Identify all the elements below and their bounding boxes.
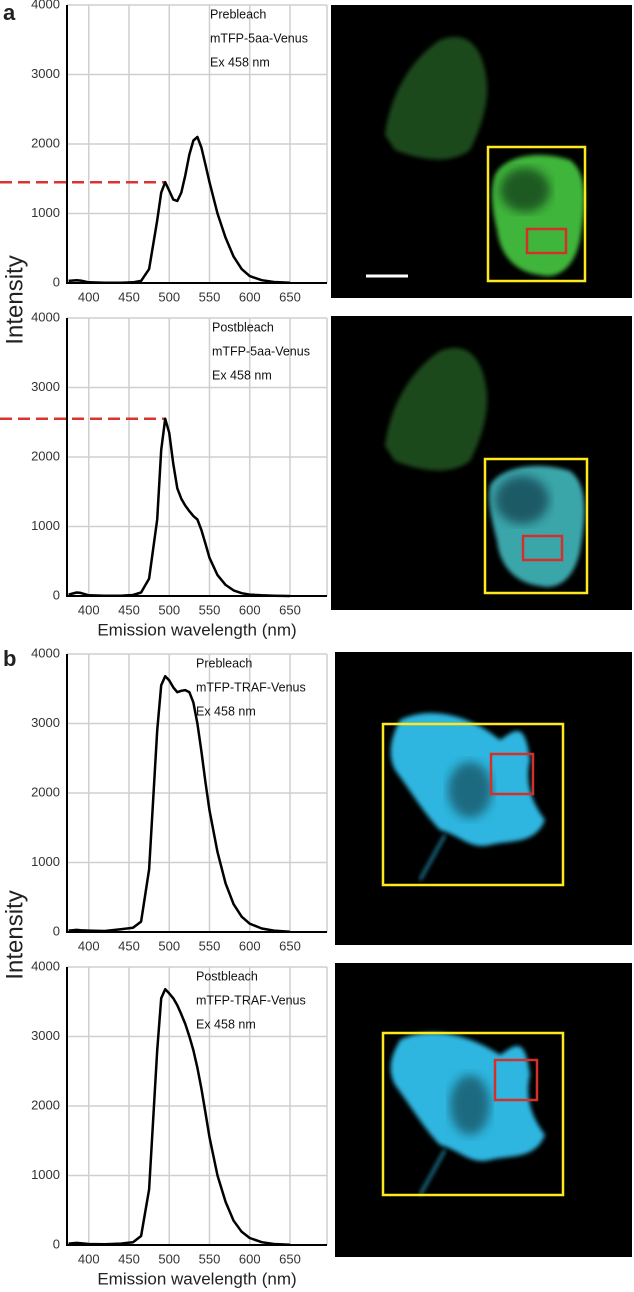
panel-label: b	[3, 646, 16, 671]
panel-label: a	[3, 0, 16, 25]
y-tick-label: 1000	[31, 518, 60, 533]
x-tick-label: 450	[118, 602, 140, 617]
y-axis-label: Intensity	[1, 255, 28, 344]
y-tick-label: 2000	[31, 448, 60, 463]
spectrum-line	[68, 674, 291, 933]
y-tick-label: 2000	[31, 135, 60, 150]
y-tick-label: 4000	[31, 0, 60, 11]
x-axis-label: Emission wavelength (nm)	[97, 1269, 296, 1288]
y-tick-label: 2000	[31, 1097, 60, 1112]
x-tick-label: 650	[279, 289, 301, 304]
x-tick-label: 500	[158, 602, 180, 617]
x-tick-label: 550	[199, 1251, 221, 1266]
annotation: mTFP-TRAF-Venus	[196, 993, 306, 1007]
x-axis-label: Emission wavelength (nm)	[97, 620, 296, 639]
y-tick-label: 3000	[31, 66, 60, 81]
y-tick-label: 3000	[31, 379, 60, 394]
x-tick-label: 650	[279, 602, 301, 617]
x-tick-label: 550	[199, 938, 221, 953]
y-tick-label: 1000	[31, 1167, 60, 1182]
x-tick-label: 600	[239, 938, 261, 953]
micrograph	[331, 316, 632, 610]
y-tick-label: 0	[53, 1236, 60, 1251]
annotation: Ex 458 nm	[196, 704, 256, 718]
x-tick-label: 450	[118, 1251, 140, 1266]
x-tick-label: 400	[78, 938, 100, 953]
micrograph	[335, 652, 632, 945]
y-tick-label: 2000	[31, 784, 60, 799]
annotation: Ex 458 nm	[210, 55, 270, 69]
x-tick-label: 500	[158, 289, 180, 304]
x-tick-label: 600	[239, 289, 261, 304]
spectrum-line	[68, 417, 291, 598]
y-tick-label: 4000	[31, 309, 60, 324]
y-tick-label: 0	[53, 923, 60, 938]
y-axis-label: Intensity	[1, 890, 28, 979]
x-tick-label: 450	[118, 289, 140, 304]
x-tick-label: 600	[239, 602, 261, 617]
micrograph	[335, 963, 632, 1257]
annotation: Ex 458 nm	[196, 1017, 256, 1031]
y-tick-label: 0	[53, 274, 60, 289]
annotation: Prebleach	[210, 7, 266, 21]
annotation: Ex 458 nm	[212, 368, 272, 382]
x-tick-label: 550	[199, 289, 221, 304]
annotation: Postbleach	[212, 320, 274, 334]
spectrum-line	[68, 135, 291, 284]
x-tick-label: 400	[78, 602, 100, 617]
x-tick-label: 400	[78, 1251, 100, 1266]
y-tick-label: 1000	[31, 205, 60, 220]
x-tick-label: 550	[199, 602, 221, 617]
x-tick-label: 650	[279, 938, 301, 953]
annotation: Postbleach	[196, 969, 258, 983]
annotation: Prebleach	[196, 656, 252, 670]
annotation: mTFP-5aa-Venus	[212, 344, 310, 358]
y-tick-label: 1000	[31, 854, 60, 869]
x-tick-label: 600	[239, 1251, 261, 1266]
y-tick-label: 3000	[31, 715, 60, 730]
annotation: mTFP-TRAF-Venus	[196, 680, 306, 694]
x-tick-label: 500	[158, 1251, 180, 1266]
x-tick-label: 500	[158, 938, 180, 953]
y-tick-label: 4000	[31, 958, 60, 973]
x-tick-label: 450	[118, 938, 140, 953]
annotation: mTFP-5aa-Venus	[210, 31, 308, 45]
x-tick-label: 650	[279, 1251, 301, 1266]
micrograph	[331, 5, 632, 298]
y-tick-label: 0	[53, 587, 60, 602]
y-tick-label: 3000	[31, 1028, 60, 1043]
x-tick-label: 400	[78, 289, 100, 304]
spectrum-line	[68, 987, 291, 1246]
y-tick-label: 4000	[31, 645, 60, 660]
